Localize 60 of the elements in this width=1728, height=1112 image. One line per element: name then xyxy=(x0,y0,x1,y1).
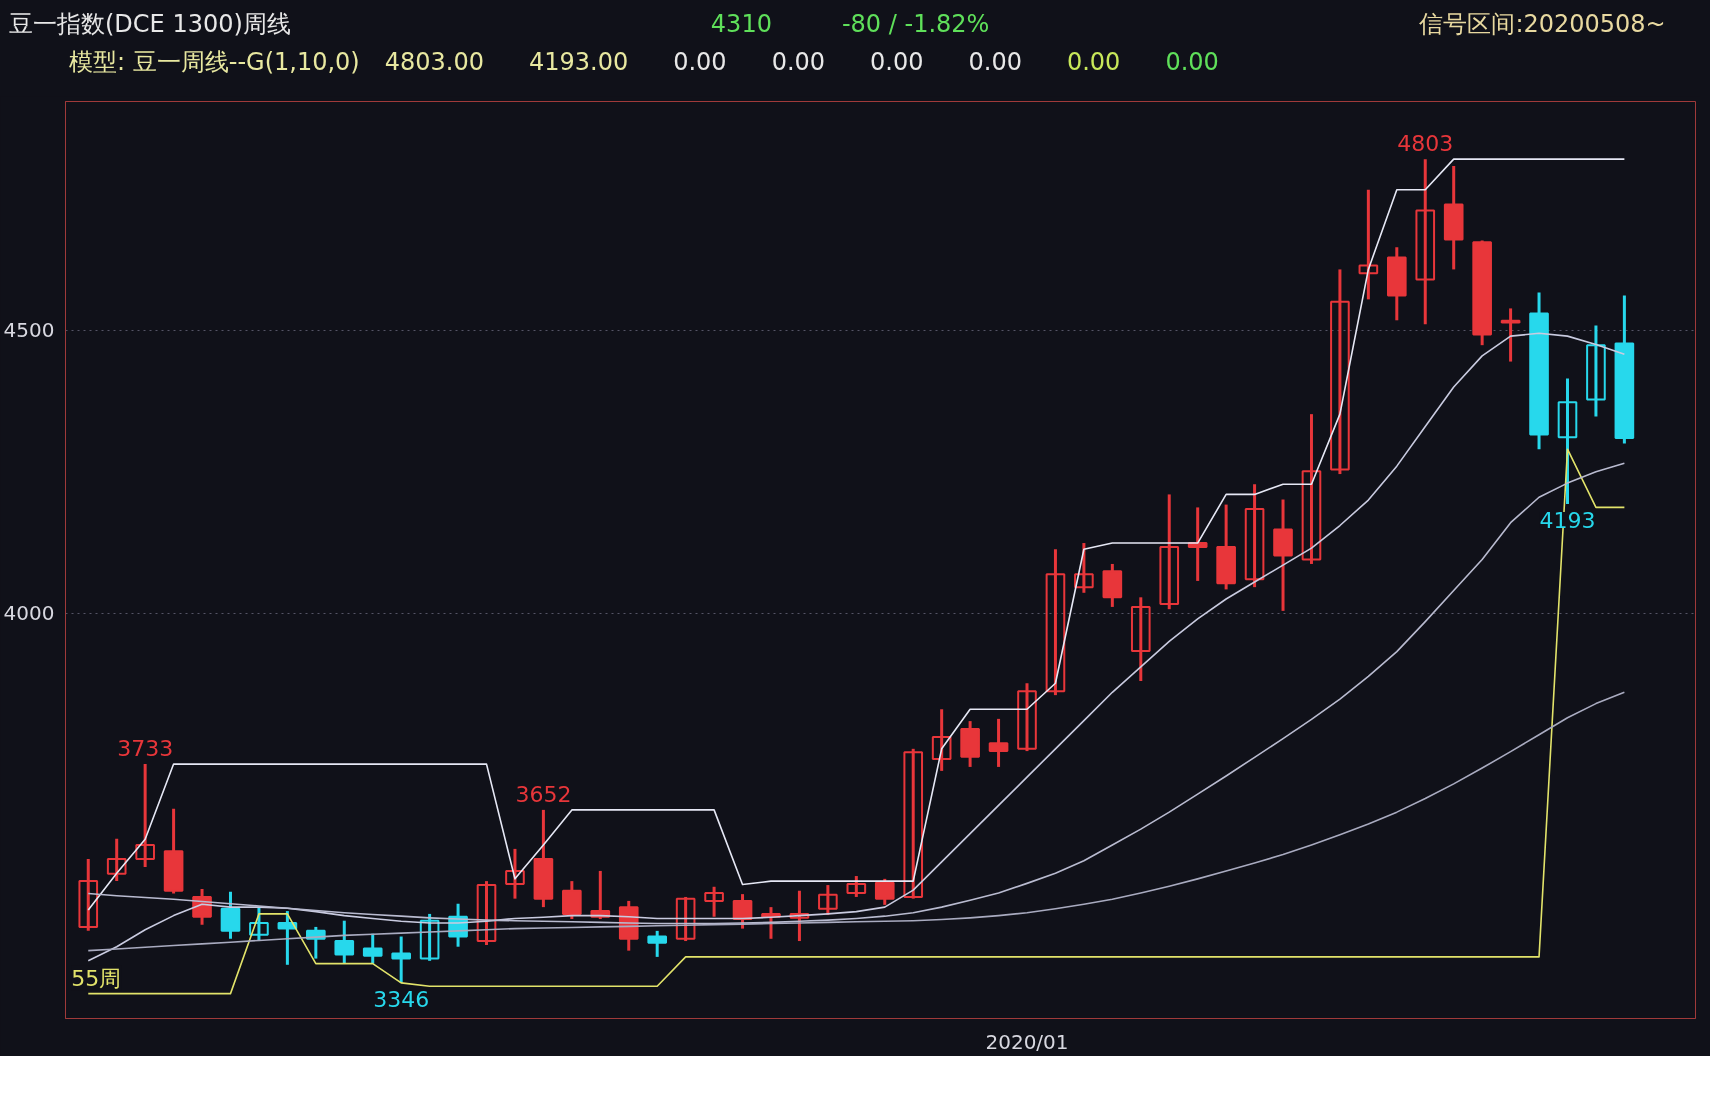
candlestick xyxy=(1017,683,1037,753)
candlestick xyxy=(391,936,411,983)
text: -80 / -1.82% xyxy=(841,10,990,38)
candlestick xyxy=(732,894,753,929)
candlestick xyxy=(1301,414,1322,564)
candlestick xyxy=(249,907,269,943)
text: 4803.00 xyxy=(384,48,484,76)
text: 0.00 xyxy=(1165,48,1219,76)
text: 4193.00 xyxy=(528,48,629,76)
candlestick xyxy=(1074,543,1094,593)
candlestick xyxy=(903,747,924,899)
y-tick-label: 4500 xyxy=(3,318,55,343)
candlestick xyxy=(562,881,582,919)
text: 0.00 xyxy=(771,48,826,76)
annotation: 3652 xyxy=(515,781,572,807)
candlestick xyxy=(419,912,440,961)
candlestick xyxy=(988,717,1009,767)
candlestick xyxy=(220,890,241,939)
series-label: 55周 xyxy=(71,965,122,991)
annotation: 4193 xyxy=(1539,508,1596,534)
candlestick xyxy=(1130,597,1151,681)
text: 0.00 xyxy=(870,48,924,76)
candlestick xyxy=(846,876,867,897)
candlestick xyxy=(1586,325,1606,417)
candlestick xyxy=(1244,484,1265,589)
line-series xyxy=(87,332,1626,962)
candlestick xyxy=(1500,308,1521,362)
candlestick xyxy=(78,859,99,931)
line-series xyxy=(87,158,1626,911)
candlestick xyxy=(362,933,383,964)
candlestick xyxy=(789,890,810,943)
candlestick xyxy=(106,838,127,882)
chart-subtitle: 模型: 豆一周线--G(1,10,0) xyxy=(69,48,360,76)
x-tick-label: 2020/01 xyxy=(985,1029,1069,1054)
candlestick xyxy=(1330,269,1350,476)
annotation: 3733 xyxy=(117,736,174,762)
candlestick xyxy=(476,881,497,945)
candlestick xyxy=(1045,549,1066,697)
text: 0.00 xyxy=(1066,48,1121,76)
candlestick xyxy=(1358,189,1379,300)
candlestick xyxy=(135,764,155,867)
y-tick-label: 4000 xyxy=(3,601,55,626)
chart-title: 豆一指数(DCE 1300)周线 xyxy=(9,10,291,38)
text: 0.00 xyxy=(673,48,727,76)
candlestick xyxy=(647,929,668,957)
candlestick xyxy=(874,877,895,905)
annotation: 4803 xyxy=(1397,131,1454,157)
text: 信号区间:20200508~ xyxy=(1419,10,1666,38)
line-series xyxy=(87,691,1626,952)
candlestick xyxy=(675,895,696,943)
candlestick xyxy=(505,847,525,899)
candlestick xyxy=(931,709,952,771)
candlestick xyxy=(704,885,724,917)
text: 4310 xyxy=(710,10,772,38)
candlestick xyxy=(277,911,298,965)
text: 0.00 xyxy=(968,48,1022,76)
candlestick xyxy=(334,920,355,964)
candlestick xyxy=(1159,494,1180,611)
annotation: 3346 xyxy=(373,986,430,1012)
candlestick xyxy=(1415,159,1436,325)
